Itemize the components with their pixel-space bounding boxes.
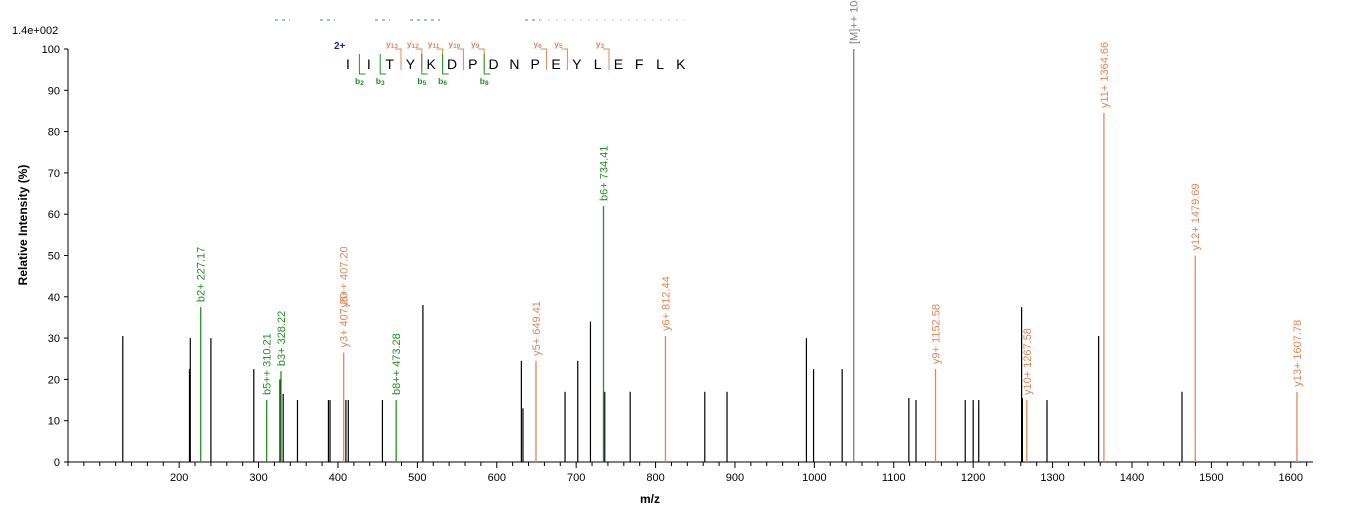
y-fragment-label: y12: [407, 39, 419, 50]
y-fragment-bracket: [561, 48, 568, 70]
y-tick-label: 40: [48, 292, 60, 304]
x-tick-label: 1400: [1120, 472, 1144, 484]
x-axis-title: m/z: [640, 492, 660, 506]
y-fragment-label: y9: [471, 39, 480, 50]
y-ion-label: y6++ 407.20: [339, 246, 351, 307]
x-tick-label: 600: [488, 472, 506, 484]
y-fragment-bracket: [436, 48, 444, 70]
y-tick-label: 60: [48, 209, 60, 221]
y-fragment-bracket: [415, 48, 423, 70]
y-ion-label: y9+ 1152.58: [931, 304, 943, 364]
y-fragment-label: y11: [428, 39, 440, 50]
y-tick-label: 10: [48, 416, 60, 428]
x-tick-label: 1300: [1040, 472, 1064, 484]
y-tick-label: 90: [48, 85, 60, 97]
peaks-layer: [122, 49, 1298, 462]
sequence-residue: D: [447, 56, 457, 72]
y-tick-label: 50: [48, 251, 60, 263]
b-ion-label: b3+ 328.22: [276, 311, 288, 366]
x-tick-label: 400: [329, 472, 347, 484]
b-fragment-label: b6: [438, 76, 447, 87]
sequence-residue: I: [346, 56, 350, 72]
sequence-residue: K: [427, 56, 437, 72]
sequence-residue: P: [531, 56, 540, 72]
b-ion-label: b2+ 227.17: [196, 247, 208, 302]
y-tick-label: 20: [48, 374, 60, 386]
charge-state-label: 2+: [334, 41, 346, 52]
y-fragment-label: y10: [448, 39, 460, 50]
y-fragment-bracket: [478, 48, 485, 70]
peak-labels-layer: b2+ 227.17 b5++ 310.21 b3+ 328.22 y3+ 407.2…: [196, 0, 1304, 395]
y-ion-label: y12+ 1479.69: [1190, 184, 1202, 251]
sequence-residue: T: [385, 56, 394, 72]
sequence-residue: K: [676, 56, 686, 72]
y-fragment-label: y6: [533, 39, 542, 50]
y-ion-label: y6+ 812.44: [660, 276, 672, 331]
y-fragment-label: y3: [596, 39, 605, 50]
precursor-ion-label: [M]++ 1049.56: [849, 0, 861, 44]
x-tick-label: 700: [567, 472, 585, 484]
max-intensity-label: 1.4e+002: [12, 25, 58, 37]
sequence-residue: E: [614, 56, 623, 72]
b-fragment-bracket: [358, 54, 366, 75]
x-tick-label: 1500: [1199, 472, 1223, 484]
y-fragment-label: y13: [386, 39, 398, 50]
sequence-residue: Y: [406, 56, 416, 72]
x-tick-label: 1600: [1279, 472, 1303, 484]
x-tick-label: 500: [408, 472, 426, 484]
y-tick-label: 70: [48, 168, 60, 180]
y-axis-title: Relative Intensity (%): [16, 165, 30, 286]
sequence-residue: I: [367, 56, 371, 72]
sequence-residue: Y: [572, 56, 582, 72]
b-fragment-bracket: [421, 54, 428, 75]
b-fragment-bracket: [442, 54, 449, 75]
x-tick-label: 1000: [802, 472, 826, 484]
y-fragment-label: y5: [554, 39, 563, 50]
sequence-residue: D: [489, 56, 499, 72]
y-ion-label: y5+ 649.41: [531, 301, 543, 356]
sequence-residue: N: [509, 56, 519, 72]
x-tick-label: 1100: [882, 472, 906, 484]
x-tick-label: 300: [249, 472, 267, 484]
y-tick-label: 80: [48, 127, 60, 139]
b-fragment-label: b2: [355, 76, 364, 87]
y-ion-label: y11+ 1364.66: [1099, 42, 1111, 108]
x-tick-label: 200: [170, 472, 188, 484]
y-ion-label: y13+ 1607.78: [1292, 320, 1304, 387]
b-fragment-bracket: [379, 54, 387, 75]
sequence-residue: F: [635, 56, 644, 72]
y-ion-label: y10+ 1267.58: [1022, 328, 1034, 395]
axes: 0 10 20 30 40 50 60 70 80 90 100 200 300 400 500 600 700…: [42, 44, 1313, 484]
sequence-residue: L: [656, 56, 664, 72]
b-ion-label: b6+ 734.41: [598, 146, 610, 201]
y-fragment-bracket: [540, 48, 548, 70]
sequence-residue: L: [594, 56, 602, 72]
y-tick-label: 30: [48, 333, 60, 345]
y-tick-label: 0: [54, 457, 60, 469]
sequence-residue: P: [468, 56, 477, 72]
sequence-residue: E: [551, 56, 560, 72]
x-tick-label: 900: [726, 472, 744, 484]
y-fragment-bracket: [603, 48, 610, 70]
y-fragment-bracket: [457, 48, 464, 70]
x-tick-label: 1200: [961, 472, 985, 484]
b-fragment-label: b3: [376, 76, 385, 87]
b-ion-label: b8++ 473.28: [391, 333, 403, 395]
y-tick-label: 100: [42, 44, 60, 56]
b-ion-label: b5++ 310.21: [262, 333, 274, 395]
b-fragment-bracket: [483, 54, 491, 75]
x-tick-label: 800: [646, 472, 664, 484]
y-ion-label: y3+ 407.20: [339, 293, 351, 348]
y-fragment-bracket: [395, 48, 402, 70]
b-fragment-label: b8: [480, 76, 489, 87]
b-fragment-label: b5: [417, 76, 426, 87]
